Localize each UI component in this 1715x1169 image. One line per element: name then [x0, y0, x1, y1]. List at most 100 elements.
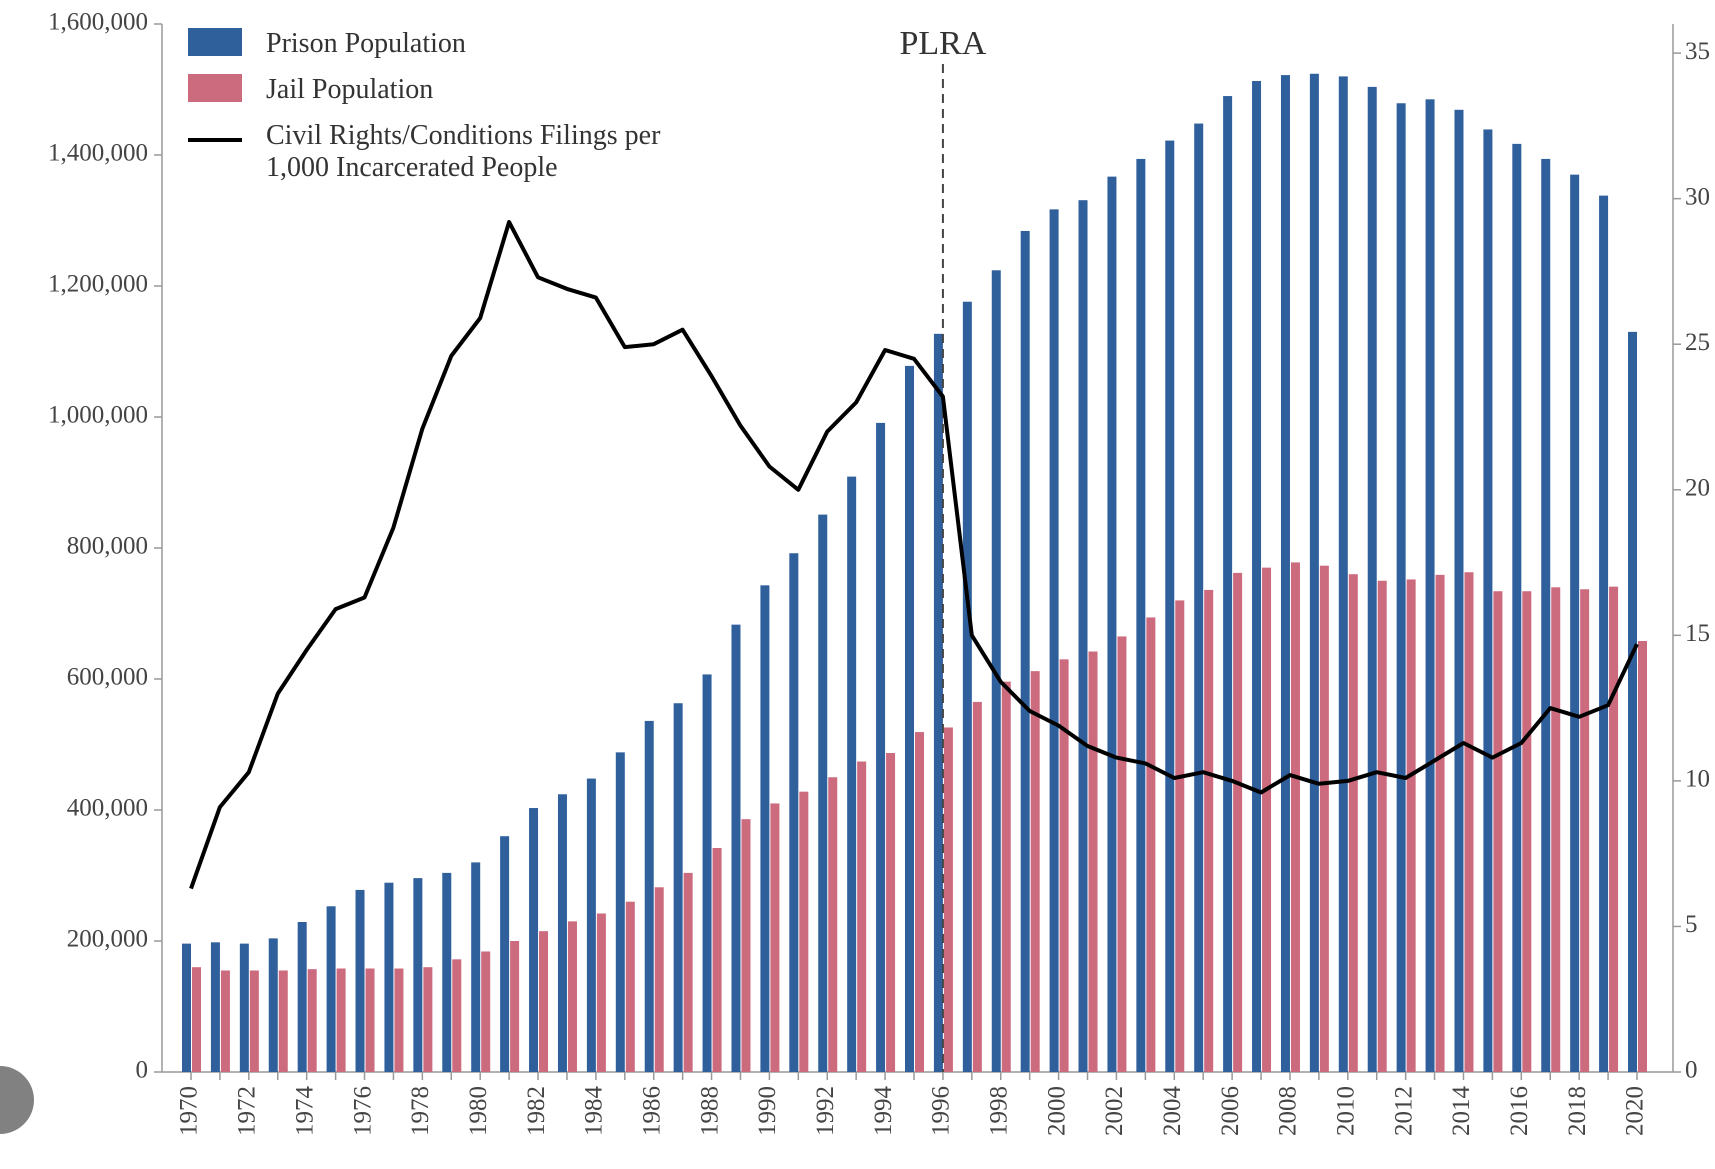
bar	[1609, 586, 1619, 1072]
bar	[307, 969, 317, 1072]
bar	[539, 931, 549, 1072]
x-tick-label: 2016	[1506, 1086, 1533, 1136]
y2-tick-label: 35	[1685, 38, 1710, 65]
bar	[500, 836, 510, 1072]
bar	[529, 808, 539, 1072]
y2-tick-label: 30	[1685, 183, 1710, 210]
x-tick-label: 2008	[1275, 1086, 1302, 1136]
bar	[1570, 174, 1580, 1072]
bar	[1638, 641, 1647, 1072]
y-tick-label: 200,000	[67, 926, 148, 953]
y-tick-label: 800,000	[67, 533, 148, 560]
bar	[1194, 123, 1204, 1072]
bar	[1136, 158, 1146, 1072]
bar	[654, 887, 664, 1072]
bar	[1030, 671, 1040, 1072]
y2-tick-label: 20	[1685, 475, 1710, 502]
legend-swatch	[188, 138, 242, 142]
bar	[799, 791, 809, 1072]
bar	[1541, 158, 1551, 1072]
bar	[471, 862, 481, 1072]
bar	[220, 970, 230, 1072]
bar	[365, 968, 375, 1072]
bar	[297, 922, 307, 1072]
bar	[1551, 587, 1561, 1072]
x-tick-label: 2012	[1390, 1086, 1417, 1136]
bar	[1406, 579, 1416, 1072]
x-tick-label: 2020	[1622, 1086, 1649, 1136]
overlay-button[interactable]	[0, 1066, 34, 1134]
bar	[770, 803, 780, 1072]
bar	[1280, 75, 1290, 1073]
x-tick-label: 1976	[349, 1086, 376, 1136]
bar	[1309, 73, 1319, 1072]
bar	[1435, 574, 1445, 1072]
bar	[857, 761, 867, 1072]
x-tick-label: 2004	[1159, 1086, 1186, 1137]
bar	[1107, 176, 1117, 1073]
bar	[1580, 589, 1590, 1072]
bar	[760, 585, 770, 1072]
bar	[1367, 86, 1377, 1072]
bar	[442, 872, 452, 1072]
x-tick-label: 1988	[696, 1086, 723, 1136]
bar	[1252, 80, 1262, 1073]
bar	[1290, 562, 1300, 1072]
bar	[673, 703, 683, 1072]
bar	[1464, 572, 1474, 1072]
bar	[384, 882, 394, 1072]
bar	[452, 959, 462, 1072]
bar	[1223, 96, 1233, 1073]
bar	[239, 943, 249, 1072]
legend-item: Jail Population	[188, 74, 676, 106]
bar	[1146, 617, 1156, 1072]
bar	[394, 968, 404, 1072]
bar	[182, 943, 191, 1072]
legend: Prison Population Jail Population Civil Ri…	[188, 28, 676, 198]
bar	[741, 819, 751, 1072]
y-tick-label: 1,600,000	[48, 9, 148, 36]
bar	[962, 301, 972, 1073]
y-tick-label: 1,000,000	[48, 402, 148, 429]
bar	[1396, 103, 1406, 1072]
x-tick-label: 1990	[754, 1086, 781, 1136]
line	[189, 220, 1639, 890]
bar	[423, 967, 433, 1072]
legend-label: Civil Rights/Conditions Filings per 1,00…	[266, 120, 661, 183]
x-tick-label: 1972	[234, 1086, 261, 1136]
bar	[886, 753, 896, 1072]
bar	[278, 970, 288, 1072]
bar	[625, 901, 635, 1072]
bar	[1233, 572, 1243, 1072]
y-tick-label: 400,000	[67, 795, 148, 822]
x-tick-label: 1970	[176, 1086, 203, 1136]
y2-tick-label: 10	[1685, 766, 1710, 793]
bar	[481, 951, 491, 1072]
x-tick-label: 1998	[985, 1086, 1012, 1136]
y2-tick-label: 25	[1685, 329, 1710, 356]
bar	[1049, 209, 1059, 1073]
bar	[818, 514, 828, 1072]
x-tick-label: 1982	[523, 1086, 550, 1136]
bar	[915, 732, 924, 1072]
bar	[644, 720, 654, 1072]
bar	[268, 938, 278, 1072]
x-tick-label: 1984	[581, 1086, 608, 1137]
bar	[1628, 331, 1637, 1073]
bar	[1512, 143, 1522, 1073]
bar	[847, 476, 857, 1073]
x-tick-label: 2010	[1333, 1086, 1360, 1136]
y2-tick-label: 5	[1685, 911, 1698, 938]
x-tick-label: 1994	[870, 1086, 897, 1137]
x-tick-label: 2000	[1043, 1086, 1070, 1136]
legend-swatch	[188, 28, 242, 56]
x-tick-label: 1974	[291, 1086, 318, 1137]
bar	[192, 967, 201, 1072]
bar	[1483, 129, 1493, 1072]
bar	[510, 941, 520, 1072]
bar	[828, 777, 838, 1072]
y-tick-label: 1,400,000	[48, 140, 148, 167]
x-tick-label: 1992	[812, 1086, 839, 1136]
bar	[1001, 681, 1011, 1072]
